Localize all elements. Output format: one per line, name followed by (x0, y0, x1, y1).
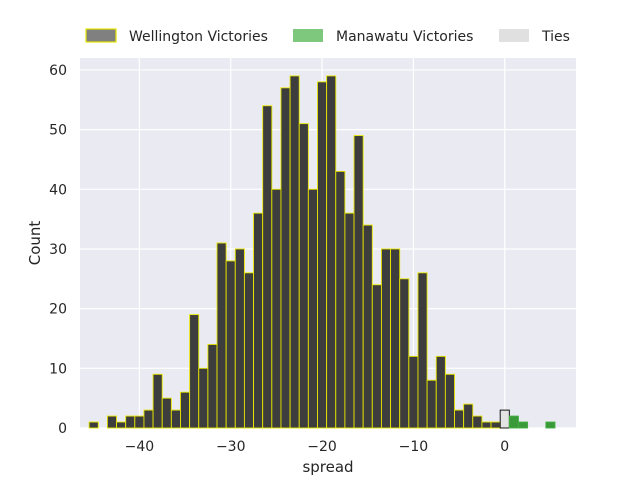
histogram-bar (508, 415, 519, 429)
histogram-bar (253, 212, 264, 429)
histogram-bar (399, 278, 410, 429)
x-tick-label: 0 (500, 439, 509, 455)
legend-label-wellington: Wellington Victories (129, 29, 268, 45)
histogram-bar (152, 373, 163, 429)
x-tick-label: −40 (125, 439, 155, 455)
histogram-bar (417, 272, 428, 429)
histogram-bar (408, 355, 419, 429)
legend: Wellington Victories Manawatu Victories … (85, 28, 570, 45)
histogram-bar (143, 409, 154, 429)
histogram-bar (225, 260, 236, 429)
histogram-bar (271, 188, 282, 429)
histogram-bar (490, 421, 501, 429)
histogram-bar (280, 87, 291, 429)
histogram-bar (371, 284, 382, 429)
x-tick-labels: −40 −30 −20 −10 0 (125, 439, 510, 455)
legend-swatch-wellington (85, 28, 117, 43)
histogram-bar (518, 421, 529, 429)
histogram-bar (161, 397, 172, 429)
histogram-bar (134, 415, 145, 429)
y-tick-label: 10 (49, 361, 67, 377)
histogram-bar (426, 379, 437, 429)
histogram-bar (106, 415, 117, 429)
y-tick-labels: 0 10 20 30 40 50 60 (49, 63, 67, 437)
histogram-bar (545, 421, 556, 429)
histogram-bar (435, 355, 446, 429)
histogram-bar (390, 248, 401, 429)
histogram-bar (243, 272, 255, 429)
histogram-bar (125, 415, 136, 429)
histogram-bar (362, 224, 373, 429)
histogram-bar (326, 75, 337, 429)
y-tick-label: 40 (49, 182, 67, 198)
histogram-bar (88, 421, 99, 429)
y-axis-label: Count (26, 221, 44, 266)
histogram-bar (463, 403, 474, 429)
legend-label-manawatu: Manawatu Victories (336, 29, 473, 45)
histogram-bar (454, 409, 465, 429)
y-tick-label: 0 (58, 421, 67, 437)
x-tick-label: −30 (216, 439, 246, 455)
histogram-bar (444, 373, 455, 429)
histogram-bar (198, 367, 209, 429)
histogram-bar (380, 248, 392, 429)
y-tick-label: 20 (49, 302, 67, 318)
histogram-bar (234, 248, 245, 429)
legend-swatch-manawatu (293, 29, 323, 42)
histogram-bar (207, 344, 218, 429)
histogram-bar (216, 242, 227, 429)
histogram-bar (180, 391, 191, 429)
histogram-bar (170, 409, 181, 429)
histogram-bar (335, 170, 346, 429)
x-tick-label: −10 (399, 439, 429, 455)
y-tick-label: 50 (49, 123, 67, 139)
histogram-bar (307, 188, 318, 429)
x-axis-label: spread (302, 458, 353, 476)
y-tick-label: 30 (49, 242, 67, 258)
histogram-bar (353, 135, 364, 429)
legend-swatch-ties (499, 29, 529, 42)
histogram-bar (189, 314, 200, 429)
histogram-bar (344, 212, 355, 429)
x-tick-label: −20 (307, 439, 337, 455)
histogram-bar (499, 409, 510, 429)
histogram-bar (262, 105, 273, 429)
histogram-bar (289, 75, 300, 429)
y-tick-label: 60 (49, 63, 67, 79)
histogram-bar (472, 415, 483, 429)
histogram-bar (298, 123, 309, 429)
legend-label-ties: Ties (541, 29, 570, 45)
histogram-bar (481, 421, 492, 429)
bars (88, 75, 556, 429)
histogram-bar (116, 421, 127, 429)
histogram-bar (317, 81, 328, 429)
